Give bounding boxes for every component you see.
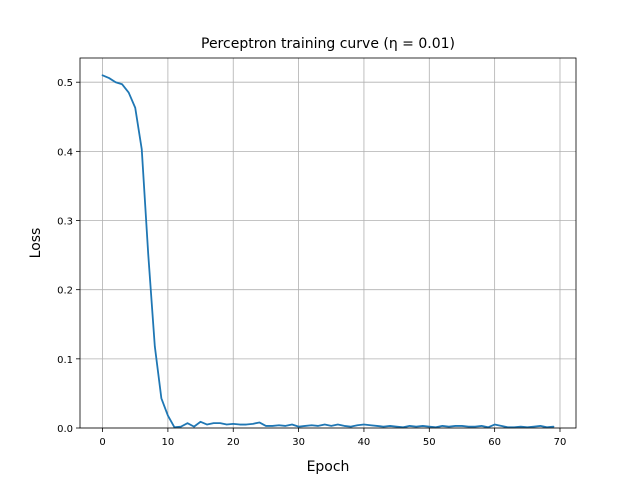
- loss-series-line: [101, 74, 555, 429]
- plot-area-frame: [79, 57, 577, 429]
- x-tick-label: 40: [358, 437, 371, 448]
- y-tick-label: 0.1: [57, 355, 73, 366]
- x-tick-label: 10: [162, 437, 175, 448]
- chart-title: Perceptron training curve (η = 0.01): [201, 36, 455, 52]
- series-layer: [101, 74, 555, 429]
- y-tick-label: 0.0: [57, 424, 73, 435]
- y-tick-label: 0.2: [57, 286, 73, 297]
- axis-ticks: 0 10 20 30 40 50 60 70 0.0 0.1 0.2 0.3 0.4 0.5: [57, 78, 566, 448]
- x-tick-label: 30: [292, 437, 305, 448]
- x-tick-label: 60: [488, 437, 501, 448]
- y-tick-label: 0.4: [57, 147, 73, 158]
- x-axis-label: Epoch: [307, 459, 350, 475]
- y-axis-label: Loss: [28, 228, 44, 259]
- grid-lines: [80, 58, 576, 429]
- x-tick-label: 0: [99, 437, 105, 448]
- x-tick-label: 20: [227, 437, 240, 448]
- y-tick-label: 0.5: [57, 78, 73, 89]
- y-tick-label: 0.3: [57, 217, 73, 228]
- x-tick-label: 70: [554, 437, 567, 448]
- x-tick-label: 50: [423, 437, 436, 448]
